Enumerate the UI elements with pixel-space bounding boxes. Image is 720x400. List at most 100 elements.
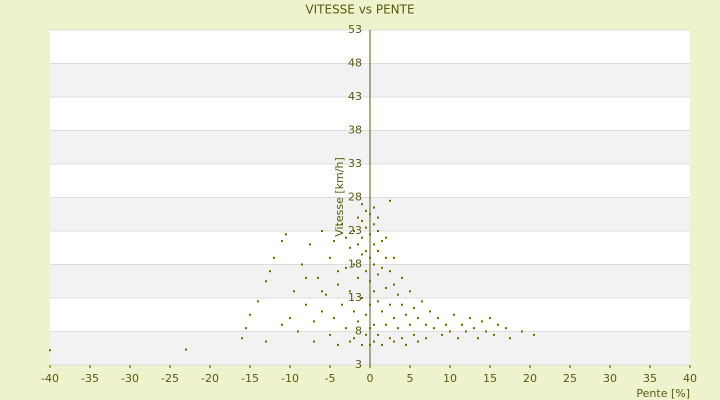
point — [381, 310, 383, 313]
point — [457, 337, 459, 340]
point — [429, 310, 431, 313]
point — [385, 256, 387, 259]
point — [309, 243, 311, 246]
point — [313, 340, 315, 343]
point — [365, 313, 367, 316]
point — [385, 323, 387, 326]
point — [317, 276, 319, 279]
point — [405, 313, 407, 316]
point — [449, 330, 451, 333]
point — [273, 256, 275, 259]
point — [349, 340, 351, 343]
point — [417, 317, 419, 320]
point — [349, 290, 351, 293]
point — [321, 310, 323, 313]
point — [437, 317, 439, 320]
point — [369, 213, 371, 216]
point — [365, 333, 367, 336]
point — [381, 343, 383, 346]
point — [389, 199, 391, 202]
point — [381, 266, 383, 269]
point — [373, 243, 375, 246]
point — [241, 337, 243, 340]
point — [365, 250, 367, 253]
point — [313, 320, 315, 323]
point — [425, 337, 427, 340]
point — [385, 286, 387, 289]
point — [493, 333, 495, 336]
point — [341, 303, 343, 306]
y-tick-label: 8 — [355, 325, 362, 338]
point — [349, 246, 351, 249]
point — [393, 340, 395, 343]
y-axis-label: Vitesse [km/h] — [333, 157, 346, 237]
y-tick-label: 38 — [348, 124, 362, 137]
point — [369, 233, 371, 236]
point — [301, 263, 303, 266]
point — [465, 330, 467, 333]
y-tick-label: 13 — [348, 291, 362, 304]
point — [373, 323, 375, 326]
point — [505, 327, 507, 330]
point — [333, 240, 335, 243]
point — [353, 263, 355, 266]
point — [393, 283, 395, 286]
point — [333, 317, 335, 320]
y-tick-label: 48 — [348, 57, 362, 70]
point — [413, 307, 415, 310]
point — [397, 293, 399, 296]
point — [389, 303, 391, 306]
point — [353, 337, 355, 340]
point — [289, 317, 291, 320]
point — [401, 303, 403, 306]
point — [393, 256, 395, 259]
x-tick-label: -20 — [201, 372, 219, 385]
x-tick-label: 40 — [683, 372, 697, 385]
point — [361, 297, 363, 299]
point — [337, 270, 339, 273]
point — [433, 327, 435, 330]
point — [533, 333, 535, 336]
point — [281, 240, 283, 243]
chart-title: VITESSE vs PENTE — [305, 3, 414, 17]
point — [357, 243, 359, 246]
x-tick-label: -25 — [161, 372, 179, 385]
x-tick-label: -5 — [325, 372, 336, 385]
point — [361, 219, 363, 222]
point — [265, 340, 267, 343]
point — [377, 216, 379, 219]
point — [369, 343, 371, 346]
point — [389, 337, 391, 340]
point — [397, 327, 399, 330]
point — [377, 250, 379, 253]
point — [473, 327, 475, 330]
point — [257, 300, 259, 303]
point — [345, 327, 347, 330]
point — [329, 333, 331, 336]
point — [477, 337, 479, 340]
point — [341, 223, 343, 226]
point — [321, 230, 323, 232]
point — [453, 313, 455, 316]
point — [401, 337, 403, 340]
point — [329, 256, 331, 259]
point — [421, 300, 423, 303]
point — [497, 323, 499, 326]
point — [353, 230, 355, 232]
x-tick-label: -15 — [241, 372, 259, 385]
point — [461, 323, 463, 326]
point — [405, 343, 407, 346]
point — [485, 330, 487, 333]
point — [373, 263, 375, 266]
y-tick-label: 33 — [348, 157, 362, 170]
x-tick-label: 10 — [443, 372, 457, 385]
point — [185, 348, 187, 351]
point — [345, 266, 347, 269]
point — [509, 337, 511, 340]
point — [325, 293, 327, 296]
point — [365, 226, 367, 229]
x-tick-label: 0 — [367, 372, 374, 385]
point — [305, 276, 307, 279]
point — [293, 290, 295, 293]
